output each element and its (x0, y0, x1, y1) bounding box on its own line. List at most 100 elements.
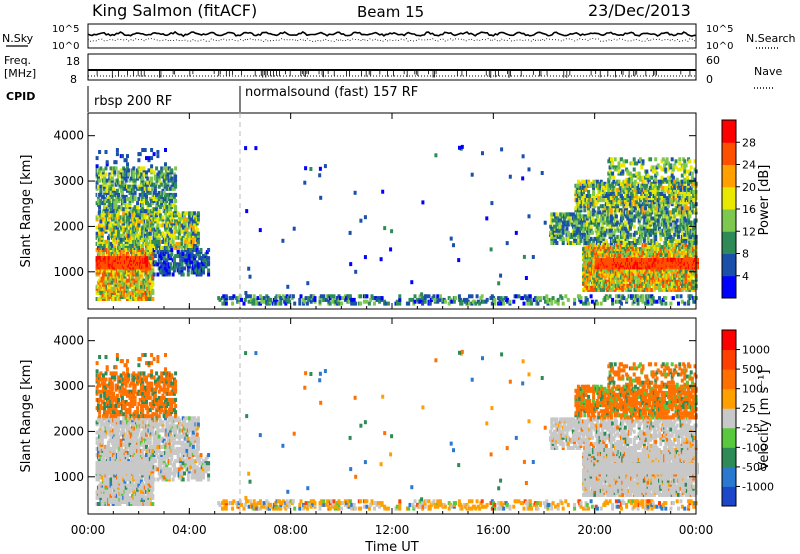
power-cell (123, 274, 127, 279)
power-cell (119, 237, 123, 242)
power-cell (632, 157, 636, 162)
power-cell (506, 297, 509, 302)
power-cell (240, 297, 243, 302)
power-cell (150, 284, 154, 289)
power-cell (651, 296, 655, 301)
power-cell (349, 262, 353, 267)
power-cell (170, 248, 174, 252)
power-cell (175, 241, 179, 246)
power-cell (186, 268, 190, 273)
power-cell (218, 297, 222, 302)
power-cell (675, 294, 679, 299)
power-cell (184, 211, 188, 216)
power-cell (589, 224, 593, 229)
power-cell (162, 260, 166, 265)
power-cell (438, 297, 442, 302)
power-cell (421, 200, 425, 205)
power-cell (408, 297, 412, 302)
power-cell (579, 232, 583, 237)
power-cell (644, 243, 648, 247)
power-cell (589, 210, 593, 215)
power-cell (138, 231, 142, 236)
power-cell (148, 235, 152, 240)
power-cell (328, 301, 332, 306)
power-cell (585, 245, 589, 250)
power-cell (626, 169, 630, 174)
power-cell (644, 301, 648, 306)
power-cell (606, 202, 610, 207)
power-cell (566, 230, 570, 235)
power-cell (389, 247, 393, 252)
power-cell (376, 296, 380, 301)
power-cell (170, 229, 174, 234)
cpid-mode-2: normalsound (fast) 157 RF (245, 85, 418, 100)
power-cell (252, 297, 256, 302)
power-cell (585, 297, 589, 302)
power-cell (542, 296, 546, 301)
power-cell (174, 192, 178, 197)
power-cell (663, 210, 667, 215)
power-cell (603, 206, 607, 211)
power-cell (99, 239, 103, 244)
power-cell (175, 262, 179, 267)
power-cell (128, 237, 132, 242)
power-cell (611, 301, 615, 306)
power-cell (110, 182, 114, 187)
power-cell (650, 230, 654, 235)
power-cell (637, 171, 641, 176)
power-cell (247, 299, 251, 304)
power-cell (95, 164, 99, 169)
power-cell (359, 294, 363, 299)
power-cell (175, 235, 179, 240)
power-cell (617, 171, 621, 176)
power-cell (603, 255, 607, 260)
power-cell (593, 179, 597, 184)
power-cell (618, 208, 622, 213)
power-cell (119, 233, 123, 238)
power-cell (131, 235, 135, 240)
power-cell (100, 213, 104, 218)
power-cell (497, 281, 501, 286)
power-cell (128, 284, 132, 289)
power-cell (108, 184, 112, 189)
power-cell (555, 212, 559, 217)
power-cell (603, 253, 607, 258)
power-cell (640, 234, 644, 239)
power-cell (174, 264, 178, 269)
power-cell (329, 294, 333, 299)
power-cell (146, 184, 150, 189)
power-cell (164, 211, 167, 216)
power-cell (613, 157, 617, 162)
power-cell (145, 156, 148, 161)
power-cell (160, 166, 164, 171)
power-cell (595, 277, 599, 282)
power-cell (198, 254, 202, 259)
power-cell (109, 207, 113, 212)
power-cell (153, 233, 157, 238)
power-cell (169, 262, 173, 267)
power-cell (150, 156, 154, 161)
power-cell (585, 269, 589, 274)
power-cell (109, 203, 113, 208)
power-cell (124, 211, 128, 216)
power-cell (132, 250, 136, 255)
power-cell (170, 168, 174, 173)
power-cell (633, 275, 637, 280)
power-cell (186, 231, 190, 236)
power-cell (636, 271, 640, 276)
power-cell (109, 166, 113, 171)
power-cell (658, 243, 661, 247)
power-cell (593, 247, 597, 252)
power-cell (661, 230, 665, 235)
power-cell (623, 273, 627, 278)
power-cell (654, 224, 658, 229)
power-cell (607, 192, 611, 196)
power-cell (606, 206, 610, 211)
power-cell (103, 176, 107, 181)
power-cell (153, 174, 157, 179)
power-cell (177, 241, 181, 246)
power-cell (150, 164, 154, 169)
power-cell (508, 174, 512, 179)
power-cell (654, 183, 658, 188)
power-cell (693, 299, 697, 304)
